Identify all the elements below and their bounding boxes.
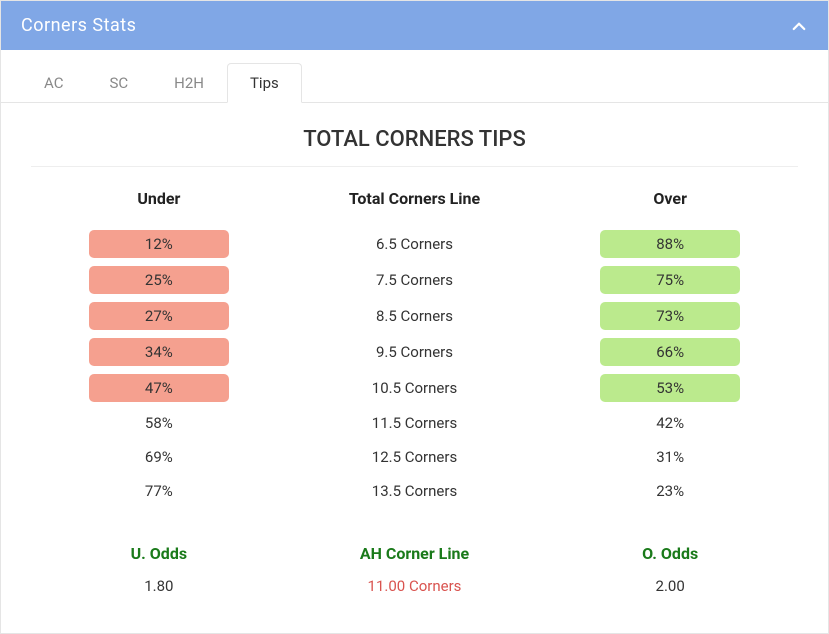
col-header-over: Over (542, 183, 798, 226)
corners-stats-panel: Corners Stats AC SC H2H Tips TOTAL CORNE… (0, 0, 829, 634)
over-cell: 75% (542, 262, 798, 298)
under-pill: 27% (89, 302, 229, 330)
tips-grid: Under Total Corners Line Over 12% 6.5 Cor… (31, 183, 798, 508)
over-pill: 53% (600, 374, 740, 402)
tab-h2h[interactable]: H2H (151, 63, 227, 103)
under-cell: 58% (31, 406, 287, 440)
tab-content: TOTAL CORNERS TIPS Under Total Corners L… (1, 103, 828, 633)
tab-ac[interactable]: AC (21, 63, 86, 103)
line-cell: 13.5 Corners (287, 474, 543, 508)
footer-over-label: O. Odds (542, 524, 798, 573)
footer-line-label: AH Corner Line (287, 524, 543, 573)
line-cell: 8.5 Corners (287, 298, 543, 334)
col-header-under: Under (31, 183, 287, 226)
over-pill: 73% (600, 302, 740, 330)
col-header-line: Total Corners Line (287, 183, 543, 226)
line-cell: 12.5 Corners (287, 440, 543, 474)
over-cell: 42% (542, 406, 798, 440)
under-pill: 25% (89, 266, 229, 294)
section-title: TOTAL CORNERS TIPS (31, 121, 798, 166)
under-pill: 47% (89, 374, 229, 402)
under-cell: 47% (31, 370, 287, 406)
panel-title: Corners Stats (21, 15, 136, 36)
under-cell: 69% (31, 440, 287, 474)
line-cell: 11.5 Corners (287, 406, 543, 440)
under-pill: 12% (89, 230, 229, 258)
footer-line-value: 11.00 Corners (287, 573, 543, 603)
chevron-up-icon[interactable] (790, 17, 808, 35)
under-cell: 25% (31, 262, 287, 298)
tab-sc[interactable]: SC (86, 63, 151, 103)
footer-under-label: U. Odds (31, 524, 287, 573)
line-cell: 7.5 Corners (287, 262, 543, 298)
tab-tips[interactable]: Tips (227, 63, 302, 103)
panel-header[interactable]: Corners Stats (1, 1, 828, 50)
over-pill: 75% (600, 266, 740, 294)
over-cell: 88% (542, 226, 798, 262)
line-cell: 10.5 Corners (287, 370, 543, 406)
over-cell: 53% (542, 370, 798, 406)
over-pill: 66% (600, 338, 740, 366)
over-pill: 88% (600, 230, 740, 258)
over-cell: 31% (542, 440, 798, 474)
under-cell: 34% (31, 334, 287, 370)
over-cell: 23% (542, 474, 798, 508)
under-cell: 27% (31, 298, 287, 334)
tab-bar: AC SC H2H Tips (1, 50, 828, 103)
divider (31, 166, 798, 167)
footer-under-value: 1.80 (31, 573, 287, 603)
over-cell: 66% (542, 334, 798, 370)
line-cell: 6.5 Corners (287, 226, 543, 262)
under-pill: 34% (89, 338, 229, 366)
under-cell: 12% (31, 226, 287, 262)
footer-row: U. Odds AH Corner Line O. Odds 1.80 11.0… (31, 524, 798, 603)
footer-over-value: 2.00 (542, 573, 798, 603)
under-cell: 77% (31, 474, 287, 508)
line-cell: 9.5 Corners (287, 334, 543, 370)
over-cell: 73% (542, 298, 798, 334)
